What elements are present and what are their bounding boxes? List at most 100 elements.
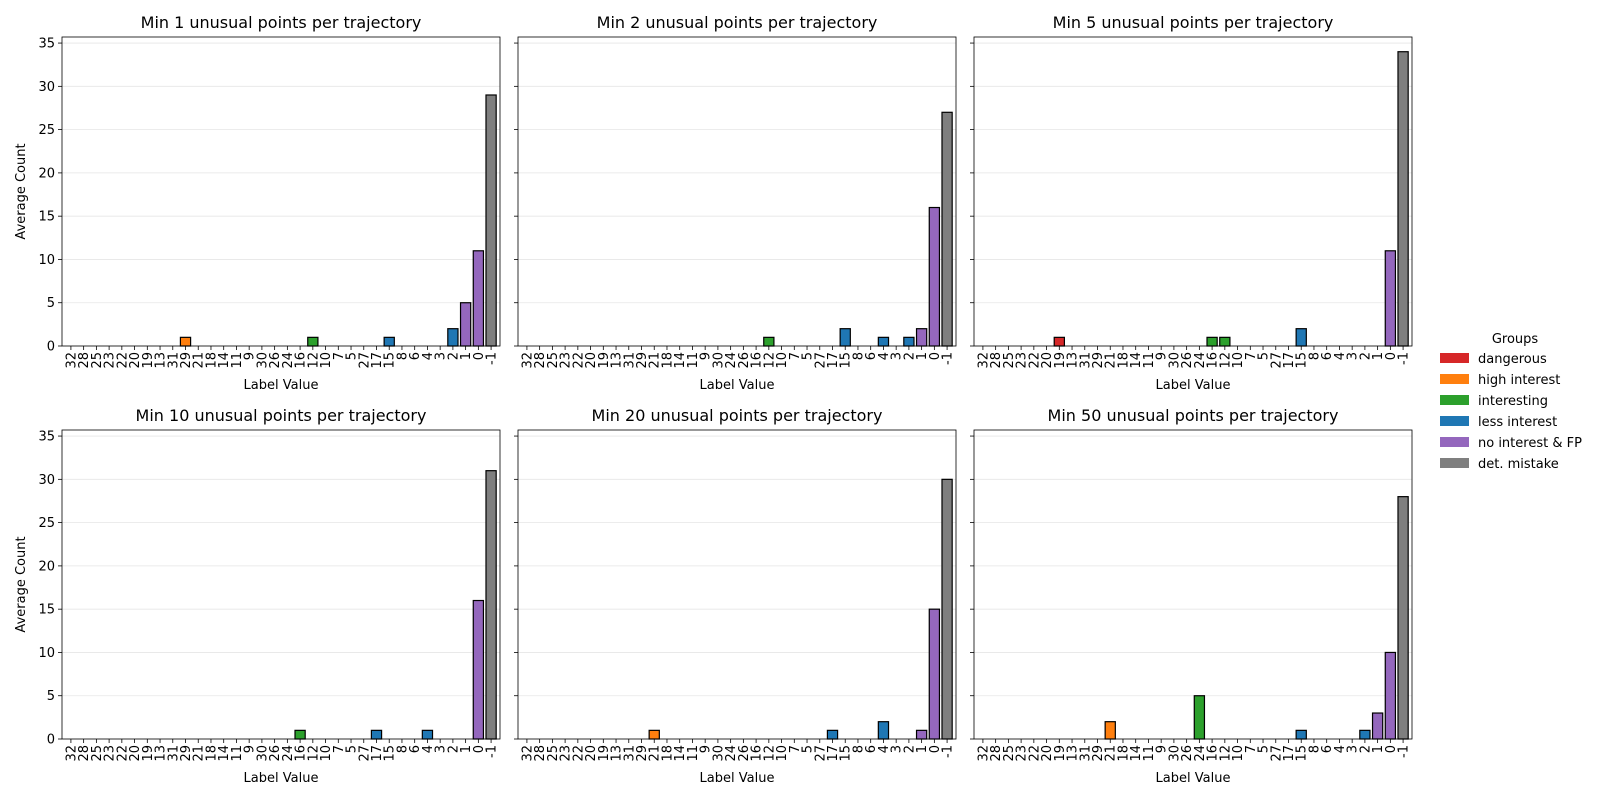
x-tick-label: 32 xyxy=(520,745,535,762)
x-tick-label: 7 xyxy=(332,745,347,753)
bar xyxy=(1295,729,1307,740)
bar xyxy=(1359,729,1371,740)
x-tick-label: 24 xyxy=(281,745,296,762)
x-tick-label: 7 xyxy=(1244,352,1259,360)
chart-panel-4: 0510152025303532282523222019133129211814… xyxy=(14,406,501,786)
x-tick-label: 8 xyxy=(851,745,866,753)
legend-item: det. mistake xyxy=(1440,457,1559,472)
x-tick-label: 2 xyxy=(446,352,461,360)
x-tick-label: 16 xyxy=(1206,745,1221,762)
x-tick-label: -1 xyxy=(1397,352,1412,365)
x-tick-label: 13 xyxy=(610,352,625,369)
chart-title: Min 1 unusual points per trajectory xyxy=(141,13,422,32)
x-tick-label: 11 xyxy=(230,745,245,762)
y-tick-label: 35 xyxy=(38,37,55,52)
x-tick-label: 19 xyxy=(141,745,156,762)
x-tick-label: 15 xyxy=(839,352,854,369)
legend-label: dangerous xyxy=(1478,352,1547,367)
x-tick-label: 28 xyxy=(989,745,1004,762)
x-tick-label: 12 xyxy=(1218,352,1233,369)
y-tick-label: 35 xyxy=(38,430,55,445)
x-tick-label: 32 xyxy=(520,352,535,369)
bar xyxy=(941,478,953,740)
x-tick-label: 29 xyxy=(635,745,650,762)
bar xyxy=(1384,651,1397,740)
x-tick-label: 3 xyxy=(1346,352,1361,360)
x-tick-label: 17 xyxy=(826,352,841,369)
x-tick-label: 8 xyxy=(851,352,866,360)
x-tick-label: 13 xyxy=(610,745,625,762)
x-tick-label: 30 xyxy=(255,745,270,762)
x-tick-label: 4 xyxy=(877,352,892,360)
x-tick-label: 14 xyxy=(673,745,688,762)
x-tick-label: 1 xyxy=(1371,745,1386,753)
legend-label: high interest xyxy=(1478,373,1560,388)
x-tick-label: 9 xyxy=(699,745,714,753)
x-tick-label: 4 xyxy=(1333,745,1348,753)
bar xyxy=(826,729,839,740)
x-tick-label: 31 xyxy=(166,745,181,762)
x-tick-label: 3 xyxy=(1346,745,1361,753)
x-tick-label: 21 xyxy=(648,745,663,762)
y-tick-label: 25 xyxy=(38,516,55,531)
x-tick-label: 3 xyxy=(890,352,905,360)
x-tick-label: 32 xyxy=(976,745,991,762)
legend-item: interesting xyxy=(1440,394,1548,409)
legend-label: less interest xyxy=(1478,415,1557,430)
x-tick-label: 6 xyxy=(864,745,879,753)
x-tick-label: 2 xyxy=(902,352,917,360)
x-tick-label: 29 xyxy=(635,352,650,369)
chart-title: Min 2 unusual points per trajectory xyxy=(597,13,878,32)
x-tick-label: 0 xyxy=(1384,745,1399,753)
x-tick-label: 6 xyxy=(1320,352,1335,360)
x-tick-label: 15 xyxy=(383,745,398,762)
bar xyxy=(1384,250,1397,347)
legend-swatch xyxy=(1440,353,1469,363)
bar xyxy=(915,328,928,347)
x-tick-label: 16 xyxy=(294,745,309,762)
legend-label: det. mistake xyxy=(1478,457,1559,472)
x-tick-label: 21 xyxy=(192,745,207,762)
x-axis-label: Label Value xyxy=(700,378,775,393)
legend-swatch xyxy=(1440,416,1469,426)
x-tick-label: 27 xyxy=(357,352,372,369)
chart-panel-2: 3228252322201913312921181411930242616121… xyxy=(514,13,957,393)
y-tick-label: 5 xyxy=(47,689,55,704)
x-tick-label: 16 xyxy=(750,352,765,369)
y-tick-label: 30 xyxy=(38,80,55,95)
x-tick-label: 6 xyxy=(1320,745,1335,753)
x-axis-label: Label Value xyxy=(244,378,319,393)
bar xyxy=(1371,712,1384,740)
x-axis-label: Label Value xyxy=(1156,771,1231,786)
x-tick-label: 1 xyxy=(915,745,930,753)
y-tick-label: 20 xyxy=(38,559,55,574)
x-tick-label: 0 xyxy=(928,352,943,360)
x-tick-label: 21 xyxy=(192,352,207,369)
x-tick-label: 5 xyxy=(345,352,360,360)
bar xyxy=(485,470,497,740)
x-tick-label: 32 xyxy=(64,352,79,369)
x-tick-label: 18 xyxy=(660,352,675,369)
x-tick-label: 10 xyxy=(1231,745,1246,762)
x-tick-label: 20 xyxy=(1040,352,1055,369)
x-tick-label: 13 xyxy=(154,745,169,762)
x-tick-label: 28 xyxy=(77,352,92,369)
x-tick-label: 8 xyxy=(395,745,410,753)
y-tick-label: 30 xyxy=(38,473,55,488)
x-tick-label: 11 xyxy=(1142,352,1157,369)
x-tick-label: 9 xyxy=(699,352,714,360)
x-tick-label: 3 xyxy=(434,745,449,753)
bar xyxy=(1295,328,1307,347)
x-tick-label: 11 xyxy=(686,352,701,369)
x-tick-label: 6 xyxy=(408,352,423,360)
x-tick-label: 5 xyxy=(1257,745,1272,753)
x-tick-label: 23 xyxy=(103,745,118,762)
bar xyxy=(472,250,485,347)
x-tick-label: 25 xyxy=(1002,352,1017,369)
x-tick-label: 20 xyxy=(1040,745,1055,762)
bar xyxy=(928,206,941,347)
x-tick-label: 20 xyxy=(584,745,599,762)
bar xyxy=(421,729,434,740)
x-tick-label: 21 xyxy=(648,352,663,369)
